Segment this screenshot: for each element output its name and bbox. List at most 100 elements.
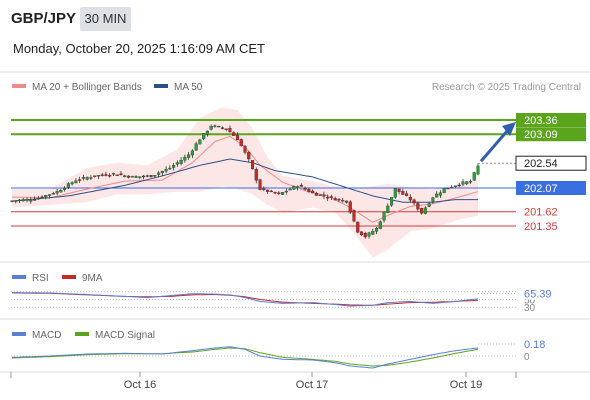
candle-body [318,194,322,197]
ma50-legend-label: MA 50 [174,82,203,93]
candle-body [224,128,228,130]
candle-body [273,191,277,194]
candle-body [420,207,424,214]
macd-layer: 00.18 [11,338,554,369]
candle-body [104,174,108,176]
candle-body [438,192,442,196]
levels-layer: 203.36 203.09 202.07 201.62 201.35 202.54 [11,113,587,233]
rsi-legend: RSI 9MA [12,273,103,284]
candle-body [435,193,439,198]
candle-body [416,203,420,210]
level-label-support: 201.62 [524,207,558,219]
candle-body [329,196,333,198]
candle-body [401,191,405,195]
candle-body [85,177,89,180]
candle-body [89,177,93,179]
candle-body [250,160,255,170]
macd-signal-line [11,347,479,367]
rsi-ma-legend-swatch [62,275,76,279]
candle-body [14,200,18,202]
candle-body [427,203,431,207]
candle-body [130,176,134,178]
candle-body [74,180,78,184]
macd-legend-label: MACD [32,330,61,341]
candle-body [123,175,127,177]
candle-body [288,188,292,191]
candle-body [284,190,288,193]
candle-body [371,231,375,235]
candle-body [412,199,416,204]
level-label-pivot: 202.07 [524,183,558,195]
candle-body [25,198,29,201]
candle-body [145,175,149,177]
candle-body [168,167,172,170]
macd-signal-legend-swatch [75,332,89,336]
last-price-label: 202.54 [524,158,558,170]
candle-body [175,162,179,165]
candle-body [265,189,270,192]
candle-body [115,174,119,176]
candle-body [40,196,44,198]
copyright-label: Research © 2025 Trading Central [432,82,581,93]
candle-body [258,179,262,190]
bollinger-legend-swatch [12,84,26,88]
x-axis-tick-label: Oct 17 [296,379,328,391]
candle-body [386,205,390,214]
candle-body [44,195,48,198]
level-label-box [516,181,586,195]
candle-body [96,175,100,177]
candle-body [303,187,307,190]
ma50-line [11,158,478,203]
candle-body [352,210,356,222]
rsi-layer: 70503065.39 [11,287,560,314]
candle-body [153,174,157,177]
macd-legend-swatch [12,332,26,336]
level-label-support: 201.35 [524,221,558,233]
candle-body [408,197,412,201]
candle-body [378,221,382,229]
candle-body [397,188,401,192]
rsi-line [12,292,479,307]
rsi-tick-label: 50 [524,296,536,307]
timeframe-button[interactable]: 30 MIN [80,7,131,31]
candle-body [202,133,206,140]
candle-body [93,175,97,177]
candle-body [205,130,209,135]
candle-body [292,185,296,190]
candle-body [374,228,379,232]
candle-body [63,188,67,190]
candle-body [239,139,243,147]
rsi-legend-swatch [12,275,26,279]
candle-body [190,150,194,156]
candle-body [21,199,25,202]
candle-body [243,145,247,153]
candle-body [51,193,55,195]
candle-body [337,198,341,201]
candle-body [363,233,367,238]
main-legend: MA 20 + Bollinger Bands MA 50 Research ©… [12,82,581,93]
macd-signal-legend-label: MACD Signal [95,330,155,341]
ma50-legend-swatch [154,84,168,88]
candle-body [81,177,85,179]
candle-body [348,201,352,213]
projection-layer [479,122,516,163]
candle-body [269,190,273,193]
macd-last-bg [520,338,554,350]
x-axis: Oct 16 Oct 17 Oct 19 [10,372,517,391]
candle-body [465,181,469,185]
candle-body [450,186,454,189]
candle-body [307,189,311,193]
candle-body [472,172,476,181]
level-label-resistance: 203.36 [524,115,558,127]
candle-body [367,232,371,237]
level-label-resistance: 203.09 [524,129,558,141]
candle-body [382,211,386,221]
candle-body [457,184,461,187]
candle-body [10,200,14,202]
bollinger-legend-label: MA 20 + Bollinger Bands [32,82,142,93]
candle-body [333,198,337,201]
candle-body [48,194,52,196]
projection-arrowhead [502,122,516,136]
macd-line [11,346,479,369]
